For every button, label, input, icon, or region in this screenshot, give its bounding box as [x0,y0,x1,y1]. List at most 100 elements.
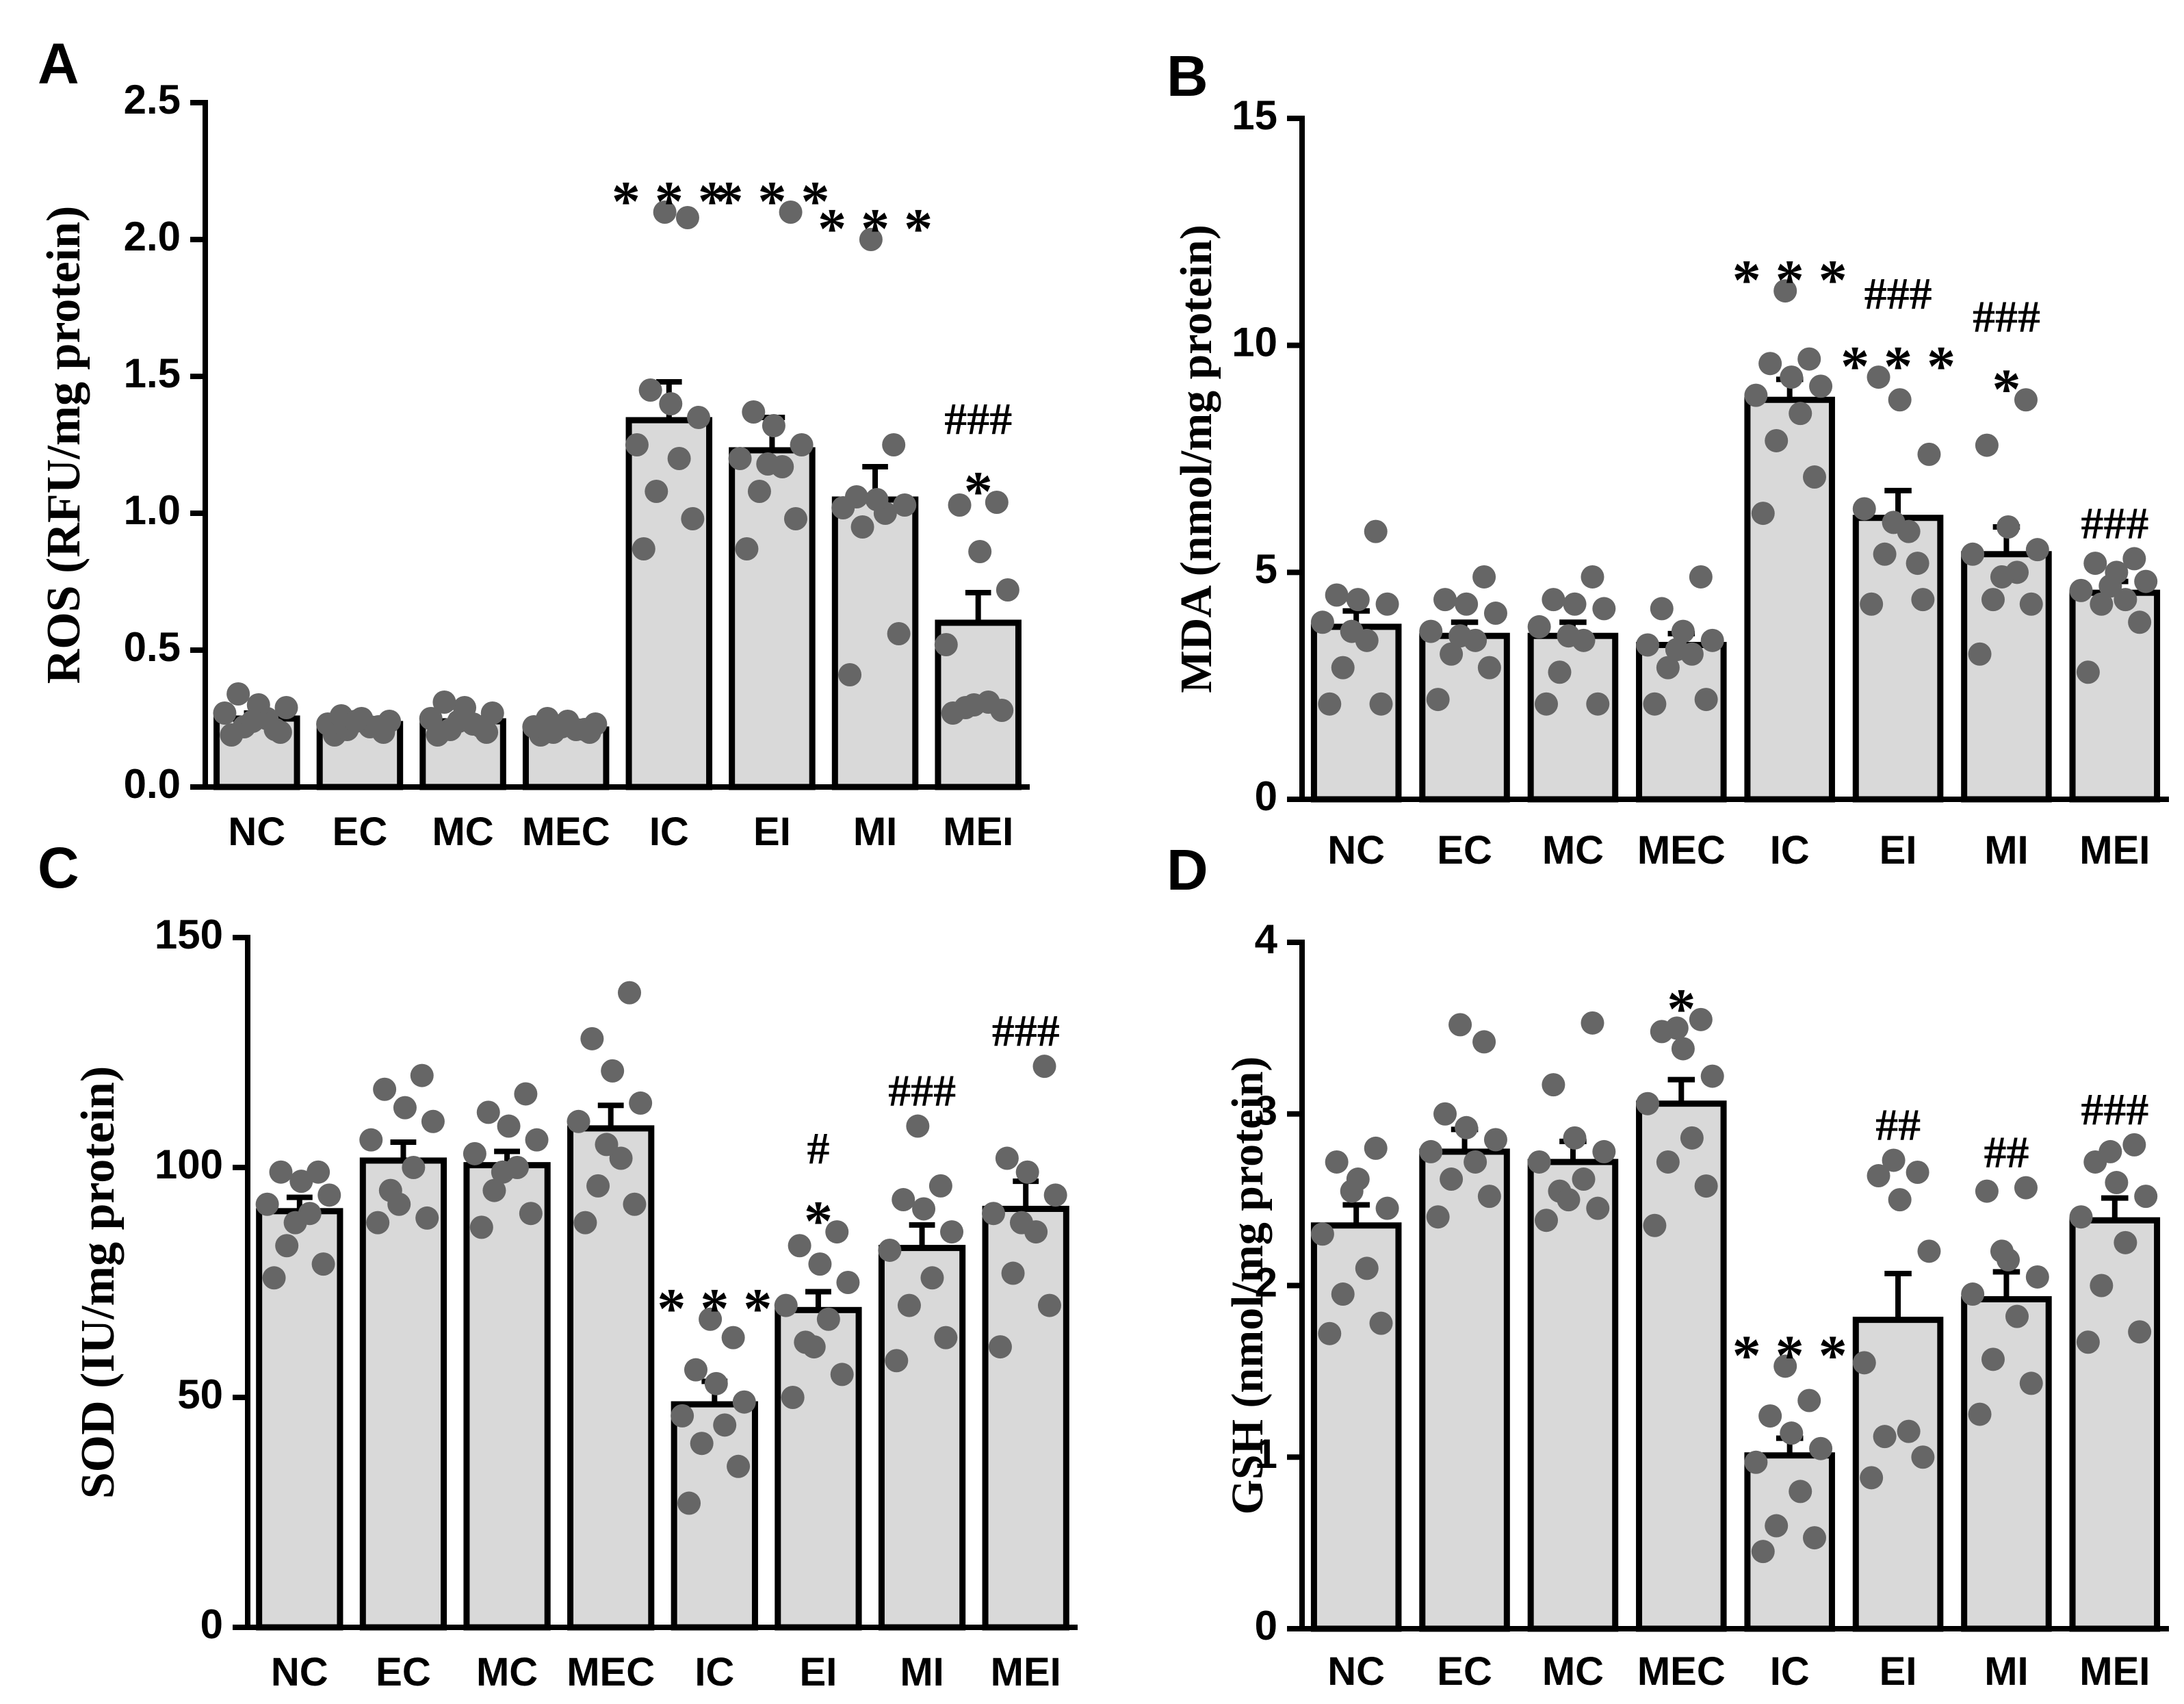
panel-a-point-nc-8 [263,718,287,741]
panel-b-point-ei-0 [1860,592,1884,616]
panel-b-point-nc-5 [1375,592,1399,616]
panel-c-point-mec-7 [580,1027,604,1050]
panel-b-point-nc-0 [1318,692,1342,716]
panel-b-point-ec-9 [1448,624,1472,648]
panel-d-point-ec-9 [1448,1013,1472,1037]
panel-d-point-ei-9 [1882,1148,1906,1172]
panel-b-y-tick-label-0: 0 [1255,773,1277,819]
panel-d-point-mi-8 [2014,1176,2038,1200]
panel-d-point-nc-9 [1340,1179,1364,1203]
panel-d-gsh-chart: D GSH (nmol/mg protein) NC EC MC MEC IC EI MI MEI… [1167,838,2169,1694]
panel-a-point-mei-9 [962,693,986,717]
panel-c-point-nc-7 [269,1160,293,1184]
panel-d-point-nc-8 [1364,1136,1388,1160]
panel-c-bar-ic [671,1401,758,1631]
panel-c-point-mec-0 [573,1211,597,1235]
panel-d-significance-mec-0: * [1667,977,1695,1041]
panel-a-point-nc-5 [274,696,298,719]
panel-b-x-tick-nc: NC [1327,828,1385,873]
panel-b-point-mc-2 [1548,660,1572,684]
panel-d-point-ec-8 [1472,1030,1496,1054]
panel-d-point-mei-8 [2122,1133,2146,1157]
panel-b-point-mc-6 [1563,592,1587,616]
panel-b-point-ei-2 [1873,542,1897,566]
panel-c-point-nc-1 [311,1252,335,1276]
panel-c-point-mec-4 [567,1109,590,1133]
panel-c-point-ei-3 [816,1307,840,1331]
panel-d-point-ic-6 [1780,1421,1804,1445]
panel-c-point-mi-0 [885,1349,909,1373]
panel-d-significance-ei-0: ## [1875,1100,1921,1150]
panel-c-point-mec-1 [623,1192,647,1216]
panel-d-point-mc-6 [1563,1126,1587,1150]
panel-c-point-ic-3 [713,1413,737,1437]
panel-b-point-mec-0 [1643,692,1667,716]
panel-a-x-tick-ic: IC [649,810,689,854]
panel-a-bar-ic [625,417,713,790]
panel-c-x-tick-mec: MEC [567,1650,655,1694]
panel-d-bar-mc [1527,1159,1619,1632]
panel-b-point-ic-1 [1803,465,1827,489]
panel-c-point-ei-7 [788,1234,811,1258]
panel-d-point-ec-2 [1440,1167,1464,1191]
panel-d-significance-mei-0: ### [2081,1085,2148,1135]
panel-c-point-mec-9 [595,1133,619,1157]
panel-a-point-mc-4 [419,707,443,730]
panel-b-significance-mi-1: * [1992,357,2020,421]
panel-c-x-tick-ec: EC [376,1650,431,1694]
panel-b-point-mc-9 [1557,624,1581,648]
panel-d-x-tick-nc: NC [1327,1649,1385,1694]
panel-b-bar-mi [1961,551,2052,803]
panel-d-point-ei-7 [1867,1164,1890,1188]
panel-d-point-mei-2 [2090,1274,2114,1298]
panel-b-point-mei-4 [2069,578,2093,602]
panel-c-point-mc-9 [491,1160,515,1184]
panel-c-point-ec-8 [410,1063,434,1087]
panel-a-point-mi-5 [893,493,917,517]
panel-b-point-mi-4 [1961,542,1985,566]
panel-c-y-tick-label-3: 150 [155,912,223,957]
panel-a-point-nc-7 [226,682,250,706]
panel-c-significance-ei-0: # [807,1124,829,1174]
panel-d-point-mec-6 [1671,1037,1695,1061]
panel-c-x-tick-mei: MEI [991,1650,1061,1694]
panel-a-x-tick-mec: MEC [522,810,610,854]
panel-c-point-ic-2 [690,1432,714,1456]
panel-b-point-mec-4 [1636,633,1660,657]
panel-c-point-ic-4 [671,1404,694,1428]
panel-c-y-tick-label-0: 0 [200,1601,223,1647]
panel-d-point-mi-1 [2019,1371,2043,1395]
panel-b-x-tick-mc: MC [1542,828,1604,873]
panel-b-point-mi-1 [2019,592,2043,616]
panel-c-point-ei-0 [781,1386,805,1409]
panel-a-point-ei-6 [762,414,785,437]
panel-a-y-axis-title: ROS (RFU/mg protein) [38,206,90,684]
panel-d-point-mec-9 [1665,1016,1689,1040]
panel-d-point-ec-4 [1419,1139,1443,1163]
panel-b-point-mi-5 [2025,538,2049,562]
panel-b-point-mec-8 [1689,565,1713,589]
panel-c-point-nc-2 [275,1234,299,1258]
panel-b-point-mi-8 [2014,388,2038,412]
panel-a-point-mei-4 [934,633,958,656]
panel-c-point-mc-2 [482,1178,506,1202]
panel-a-x-tick-ei: EI [753,810,791,854]
panel-d-point-ic-2 [1765,1514,1789,1538]
panel-a-y-tick-label-5: 2.5 [124,77,181,122]
panel-c-point-mec-8 [618,981,642,1005]
panel-d-bar-ec [1419,1148,1510,1632]
panel-c-point-ec-5 [421,1109,445,1133]
panel-d-point-mi-3 [2005,1304,2029,1328]
panel-d-point-mec-5 [1700,1064,1724,1088]
panel-d-point-mc-4 [1527,1150,1551,1174]
panel-d-point-ic-9 [1773,1354,1797,1378]
panel-a-point-mi-0 [838,663,862,686]
panel-a-x-tick-ec: EC [333,810,388,854]
panel-c-point-ec-9 [387,1192,411,1216]
panel-a-point-ei-8 [779,201,803,224]
panel-c-point-ei-5 [836,1271,860,1294]
panel-b-point-mei-9 [2098,574,2122,598]
panel-d-point-ec-5 [1483,1128,1507,1152]
panel-d-point-mi-7 [1975,1179,1999,1203]
